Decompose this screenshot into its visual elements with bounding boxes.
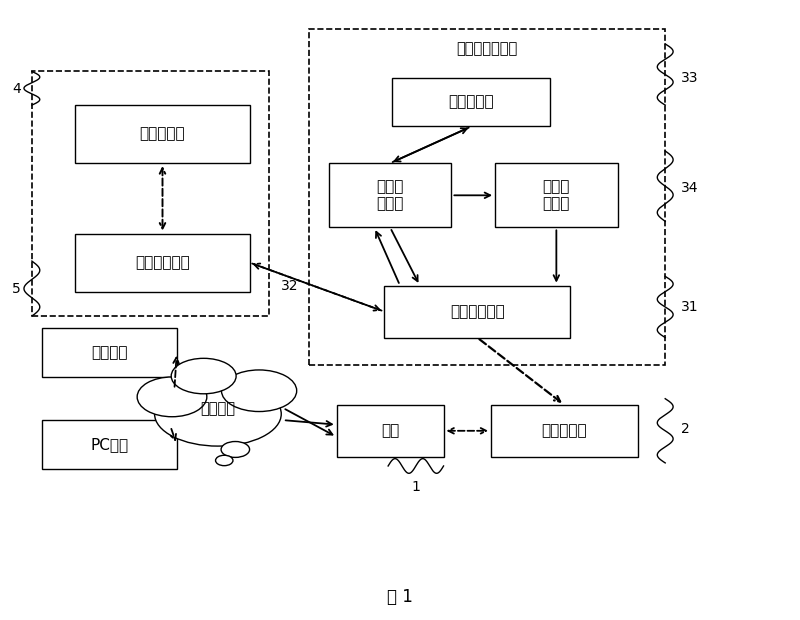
Ellipse shape xyxy=(137,377,207,417)
FancyBboxPatch shape xyxy=(392,78,550,126)
FancyBboxPatch shape xyxy=(75,234,250,291)
Text: 消息封
装模块: 消息封 装模块 xyxy=(542,179,570,211)
Text: 业务服务器: 业务服务器 xyxy=(542,423,587,438)
Ellipse shape xyxy=(154,382,282,446)
Text: 33: 33 xyxy=(681,71,698,84)
Text: 通信网络: 通信网络 xyxy=(201,402,235,417)
Ellipse shape xyxy=(221,441,250,458)
FancyBboxPatch shape xyxy=(42,329,177,378)
FancyBboxPatch shape xyxy=(495,163,618,228)
Text: 信息接入模块: 信息接入模块 xyxy=(450,304,505,319)
FancyBboxPatch shape xyxy=(309,29,666,365)
FancyBboxPatch shape xyxy=(329,163,451,228)
FancyBboxPatch shape xyxy=(42,420,177,469)
Ellipse shape xyxy=(222,370,297,412)
Ellipse shape xyxy=(171,358,236,394)
Text: 32: 32 xyxy=(281,278,298,293)
Text: 2: 2 xyxy=(681,422,690,436)
Text: 排队管理服务器: 排队管理服务器 xyxy=(457,41,518,56)
FancyBboxPatch shape xyxy=(384,286,570,337)
Text: 1: 1 xyxy=(411,480,420,494)
FancyBboxPatch shape xyxy=(32,71,270,316)
Text: 34: 34 xyxy=(681,180,698,195)
FancyBboxPatch shape xyxy=(337,405,443,457)
Text: 服务信息库: 服务信息库 xyxy=(449,94,494,110)
Text: 31: 31 xyxy=(681,300,698,314)
Text: 网关: 网关 xyxy=(381,423,399,438)
Text: 移动终端: 移动终端 xyxy=(91,345,128,360)
Text: 5: 5 xyxy=(12,281,21,296)
Text: 信息处
理模块: 信息处 理模块 xyxy=(377,179,404,211)
Ellipse shape xyxy=(215,455,233,466)
FancyBboxPatch shape xyxy=(491,405,638,457)
Text: 业务处理设备: 业务处理设备 xyxy=(135,255,190,270)
Text: 4: 4 xyxy=(12,82,21,95)
Text: 图 1: 图 1 xyxy=(387,588,413,606)
FancyBboxPatch shape xyxy=(75,105,250,163)
Text: 鉴权服务器: 鉴权服务器 xyxy=(140,126,186,141)
Text: PC终端: PC终端 xyxy=(90,437,129,452)
